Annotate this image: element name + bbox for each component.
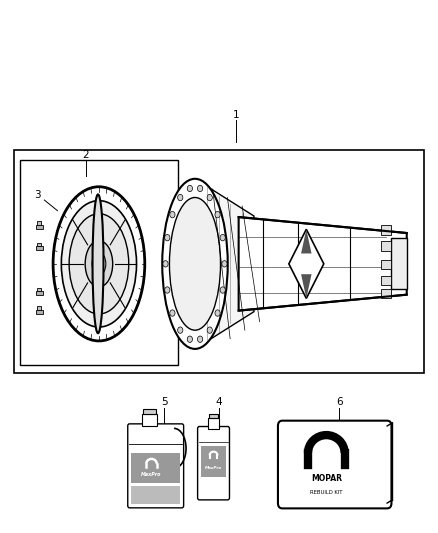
Bar	[381, 260, 392, 269]
Bar	[381, 276, 392, 285]
Bar	[143, 409, 155, 414]
Circle shape	[165, 287, 170, 293]
Polygon shape	[195, 179, 254, 349]
Ellipse shape	[162, 179, 228, 349]
Circle shape	[163, 261, 168, 267]
Bar	[37, 288, 41, 291]
Bar	[381, 241, 392, 251]
Circle shape	[220, 235, 225, 241]
Circle shape	[165, 235, 170, 241]
Text: 2: 2	[82, 150, 89, 160]
Bar	[209, 414, 218, 418]
Circle shape	[207, 195, 212, 201]
Text: REBUILD KIT: REBUILD KIT	[310, 490, 343, 495]
Bar	[141, 414, 157, 426]
Circle shape	[215, 310, 220, 316]
Bar	[20, 160, 177, 365]
Text: MaxPro: MaxPro	[205, 466, 222, 470]
Bar	[37, 221, 41, 224]
Circle shape	[187, 185, 192, 192]
Circle shape	[170, 212, 175, 218]
Text: 5: 5	[161, 397, 168, 407]
Text: 1: 1	[233, 110, 240, 120]
Bar	[208, 418, 219, 429]
Text: 4: 4	[215, 397, 223, 407]
Ellipse shape	[92, 252, 106, 276]
Bar	[381, 289, 392, 298]
Bar	[201, 446, 226, 477]
Circle shape	[187, 336, 192, 342]
Text: MaxPro: MaxPro	[141, 472, 162, 478]
Circle shape	[198, 185, 203, 192]
Circle shape	[198, 336, 203, 342]
Bar	[35, 310, 42, 314]
Bar	[392, 238, 407, 289]
Circle shape	[207, 327, 212, 333]
FancyBboxPatch shape	[128, 424, 184, 508]
Polygon shape	[289, 229, 324, 298]
Text: 3: 3	[35, 190, 41, 200]
Circle shape	[215, 212, 220, 218]
FancyBboxPatch shape	[278, 421, 392, 508]
Text: MOPAR: MOPAR	[311, 474, 342, 483]
Bar	[131, 486, 180, 504]
Ellipse shape	[85, 241, 113, 287]
Bar	[381, 225, 392, 235]
FancyBboxPatch shape	[198, 426, 230, 500]
Polygon shape	[301, 229, 311, 254]
Ellipse shape	[53, 187, 145, 341]
Circle shape	[222, 261, 227, 267]
Ellipse shape	[170, 198, 220, 330]
Bar	[14, 150, 424, 373]
Bar	[35, 224, 42, 229]
Circle shape	[178, 327, 183, 333]
Bar	[131, 453, 180, 483]
Ellipse shape	[61, 200, 137, 327]
Circle shape	[178, 195, 183, 201]
Bar	[37, 306, 41, 310]
Bar	[37, 243, 41, 246]
Circle shape	[220, 287, 225, 293]
Bar	[35, 246, 42, 250]
Text: 6: 6	[336, 397, 343, 407]
Ellipse shape	[69, 214, 129, 314]
Ellipse shape	[92, 195, 103, 333]
Bar	[35, 291, 42, 295]
Polygon shape	[239, 217, 407, 311]
Circle shape	[170, 310, 175, 316]
Polygon shape	[301, 274, 311, 298]
